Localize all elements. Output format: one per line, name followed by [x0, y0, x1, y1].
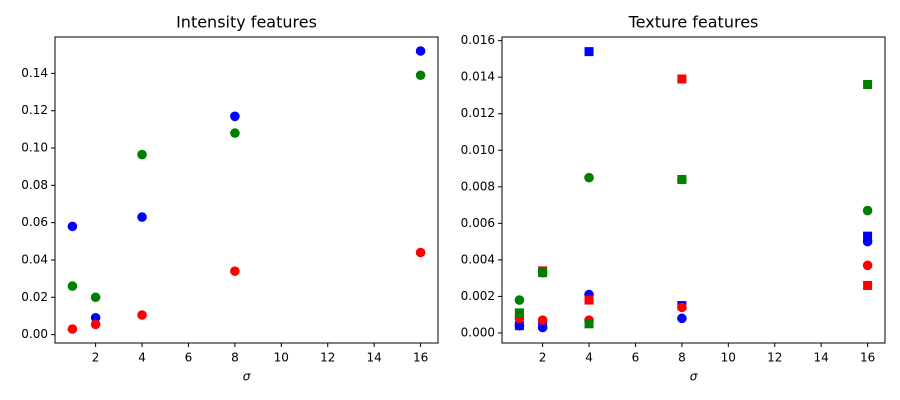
y-tick-label: 0.14: [21, 66, 48, 80]
y-tick-label: 0.014: [461, 70, 495, 84]
y-tick-label: 0.08: [21, 178, 48, 192]
point: [137, 149, 147, 160]
x-tick-label: 10: [721, 351, 736, 365]
y-tick-label: 0.012: [461, 106, 495, 120]
x-axis-label: σ: [690, 370, 698, 384]
x-tick-label: 4: [585, 351, 593, 365]
x-tick-label: 4: [138, 351, 146, 365]
point: [415, 247, 426, 258]
point: [863, 79, 873, 89]
plot-frame: [501, 36, 886, 344]
point: [514, 308, 524, 318]
point: [230, 266, 240, 276]
x-tick-label: 12: [320, 351, 335, 365]
x-tick-label: 8: [678, 351, 686, 365]
point: [90, 292, 101, 303]
y-tick-label: 0.06: [21, 215, 48, 229]
x-tick-label: 10: [274, 351, 289, 365]
point: [677, 302, 687, 313]
point: [137, 310, 147, 320]
point: [514, 295, 525, 305]
chart-title: Texture features: [628, 13, 759, 32]
plot-frame: [54, 36, 439, 344]
point: [677, 74, 687, 84]
y-tick-label: 0.000: [461, 325, 495, 339]
point: [863, 231, 873, 241]
point: [862, 260, 873, 271]
y-tick-label: 0.04: [21, 252, 48, 266]
point: [584, 295, 594, 305]
y-tick-label: 0.00: [21, 327, 48, 341]
point: [537, 315, 548, 325]
y-tick-label: 0.010: [461, 143, 495, 157]
point: [584, 319, 594, 329]
x-tick-label: 6: [632, 351, 640, 365]
point: [230, 111, 240, 122]
y-tick-label: 0.10: [21, 141, 48, 155]
x-tick-label: 16: [413, 351, 428, 365]
x-tick-label: 12: [767, 351, 782, 365]
point: [415, 70, 426, 81]
point: [538, 268, 548, 278]
y-tick-label: 0.12: [21, 103, 48, 117]
x-tick-label: 8: [231, 351, 239, 365]
point: [415, 46, 426, 56]
point: [584, 172, 594, 183]
x-tick-label: 6: [185, 351, 193, 365]
x-tick-label: 14: [367, 351, 382, 365]
point: [67, 324, 78, 334]
y-tick-label: 0.016: [461, 33, 495, 47]
x-tick-label: 16: [860, 351, 875, 365]
point: [137, 212, 147, 222]
point: [67, 281, 78, 291]
point: [862, 205, 873, 216]
point: [677, 313, 687, 324]
point: [90, 319, 101, 330]
y-tick-label: 0.02: [21, 290, 48, 304]
x-tick-label: 2: [92, 351, 100, 365]
point: [677, 174, 687, 184]
point: [230, 128, 240, 138]
point: [67, 221, 78, 232]
y-tick-label: 0.002: [461, 289, 495, 303]
y-tick-label: 0.008: [461, 179, 495, 193]
chart-title: Intensity features: [176, 13, 317, 32]
point: [514, 321, 524, 331]
y-tick-label: 0.004: [461, 252, 495, 266]
x-axis-label: σ: [243, 370, 251, 384]
x-tick-label: 14: [814, 351, 829, 365]
x-tick-label: 2: [539, 351, 547, 365]
point: [584, 47, 594, 57]
point: [863, 280, 873, 290]
y-tick-label: 0.006: [461, 216, 495, 230]
